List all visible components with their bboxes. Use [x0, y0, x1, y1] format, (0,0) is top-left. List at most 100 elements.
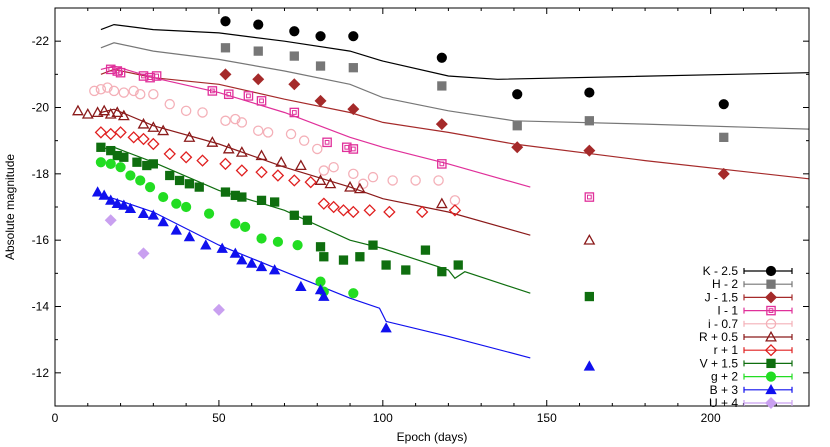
legend-entry: g + 2	[711, 370, 793, 384]
data-point	[106, 145, 116, 156]
data-point	[170, 224, 182, 235]
data-point	[262, 127, 274, 138]
data-point	[255, 149, 268, 161]
data-point	[314, 284, 327, 295]
data-point	[163, 147, 176, 161]
model-curve-7	[100, 146, 531, 294]
data-point	[511, 141, 524, 154]
data-point	[348, 63, 358, 73]
data-point	[95, 157, 106, 168]
data-point	[91, 186, 104, 197]
legend-entry: V + 1.5	[700, 356, 793, 370]
data-point	[347, 103, 360, 116]
data-point	[717, 167, 730, 180]
x-tick-label: 0	[52, 411, 59, 425]
y-tick-label: -14	[32, 300, 50, 314]
data-point	[137, 247, 150, 260]
data-point	[289, 51, 299, 61]
data-point	[256, 96, 267, 106]
data-point	[174, 175, 185, 186]
data-point	[255, 165, 268, 179]
data-point	[289, 107, 300, 118]
data-point	[437, 159, 447, 169]
data-point	[337, 204, 350, 217]
axes: 0 50 100 150 200 -12 -14 -16 -18 -20 -22	[32, 7, 810, 425]
data-point	[285, 128, 297, 140]
data-point	[315, 242, 326, 252]
legend-entry: r + 1	[714, 343, 793, 357]
data-point	[368, 240, 378, 250]
data-point	[237, 192, 247, 202]
data-point	[105, 194, 117, 205]
data-point	[148, 88, 159, 100]
data-point	[98, 189, 110, 200]
data-point	[203, 208, 215, 219]
y-tick-label: -22	[32, 34, 50, 48]
legend-marker	[764, 343, 778, 357]
data-point	[102, 82, 113, 93]
data-point	[319, 252, 329, 262]
series-2	[219, 68, 730, 180]
data-point	[449, 195, 461, 206]
data-point	[125, 170, 136, 181]
data-point	[583, 360, 596, 371]
data-point	[322, 137, 332, 148]
legend-marker	[765, 291, 777, 304]
data-point	[294, 159, 307, 171]
data-point	[448, 204, 462, 217]
data-point	[236, 117, 248, 128]
data-point	[348, 288, 359, 299]
legend-label: H - 2	[712, 277, 738, 291]
data-point	[197, 107, 208, 118]
data-point	[164, 98, 175, 110]
data-point	[252, 73, 265, 86]
data-point	[240, 221, 251, 232]
data-point	[180, 105, 192, 117]
data-point	[583, 233, 596, 245]
data-point	[420, 245, 431, 255]
legend-marker	[765, 397, 777, 409]
model-curve-3	[100, 65, 531, 188]
data-point	[318, 165, 330, 176]
data-point	[96, 142, 106, 152]
legend-label: B + 3	[710, 383, 739, 397]
data-point	[95, 84, 107, 95]
series-3	[105, 64, 595, 202]
legend-marker	[766, 279, 776, 289]
data-point	[137, 207, 150, 218]
data-point	[271, 169, 285, 182]
legend-label: V + 1.5	[700, 356, 739, 370]
model-curve-0	[100, 23, 810, 80]
y-tick-label: -12	[32, 366, 50, 380]
data-point	[91, 106, 104, 117]
data-point	[157, 124, 170, 136]
data-point	[435, 118, 448, 131]
data-point	[253, 19, 264, 30]
series-0	[220, 16, 729, 110]
legend-label: g + 2	[711, 370, 738, 384]
data-point	[236, 254, 248, 265]
legend-entry: i - 0.7	[708, 317, 793, 331]
data-point	[288, 174, 301, 187]
data-point	[387, 175, 398, 186]
data-point	[104, 107, 117, 119]
legend-marker	[765, 371, 777, 382]
data-point	[98, 104, 111, 116]
data-points	[72, 16, 730, 371]
x-axis-title: Epoch (days)	[397, 430, 468, 444]
data-point	[380, 322, 392, 333]
data-point	[119, 152, 129, 162]
data-point	[315, 61, 326, 71]
legend-marker	[766, 305, 776, 316]
data-point	[584, 291, 594, 302]
legend-marker	[765, 265, 777, 277]
series-8	[95, 157, 359, 299]
legend-label: K - 2.5	[703, 264, 739, 278]
data-point	[512, 89, 523, 100]
data-point	[212, 303, 225, 316]
model-curve-2	[100, 68, 810, 180]
data-point	[312, 143, 323, 155]
data-point	[289, 210, 299, 220]
data-point	[292, 240, 303, 251]
data-point	[272, 236, 284, 247]
